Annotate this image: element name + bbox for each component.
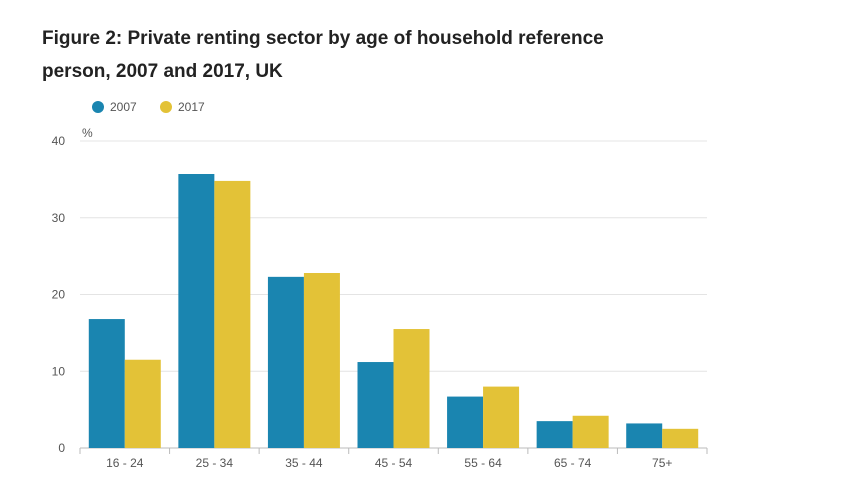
legend: 2007 2017 — [92, 100, 205, 114]
bar-2017-45-54 — [393, 329, 430, 448]
bar-2007-35-44 — [267, 276, 304, 448]
y-axis-label: % — [82, 126, 93, 140]
bar-2007-25-34 — [178, 174, 215, 448]
legend-marker-2007 — [92, 101, 104, 113]
x-tick-label: 65 - 74 — [554, 456, 592, 470]
y-tick-label: 0 — [58, 441, 65, 455]
legend-marker-2017 — [160, 101, 172, 113]
y-axis: 0 10 20 30 40 — [52, 134, 66, 455]
x-tick-label: 55 - 64 — [464, 456, 502, 470]
y-tick-label: 30 — [52, 211, 66, 225]
legend-label-2017: 2017 — [178, 100, 205, 114]
bar-2017-75+ — [662, 428, 699, 448]
x-tick-label: 25 - 34 — [196, 456, 234, 470]
y-tick-label: 40 — [52, 134, 66, 148]
bar-2017-16-24 — [124, 359, 161, 448]
y-tick-label: 10 — [52, 364, 66, 378]
x-tick-label: 16 - 24 — [106, 456, 144, 470]
x-tick-label: 35 - 44 — [285, 456, 323, 470]
bar-2017-25-34 — [214, 180, 251, 448]
bar-2007-16-24 — [88, 319, 125, 448]
bars — [88, 174, 699, 448]
bar-2007-65-74 — [536, 421, 573, 448]
bar-2017-35-44 — [303, 273, 340, 448]
legend-label-2007: 2007 — [110, 100, 137, 114]
y-tick-label: 20 — [52, 288, 66, 302]
x-axis: 16 - 24 25 - 34 35 - 44 45 - 54 55 - 64 65 - … — [79, 448, 708, 470]
bar-2017-65-74 — [572, 415, 609, 448]
chart-title: Figure 2: Private renting sector by age … — [42, 28, 604, 82]
x-tick-label: 75+ — [652, 456, 672, 470]
bar-2007-75+ — [626, 423, 663, 448]
bar-2007-55-64 — [447, 396, 484, 448]
bar-2017-55-64 — [483, 386, 520, 448]
x-tick-label: 45 - 54 — [375, 456, 413, 470]
bar-2007-45-54 — [357, 362, 394, 448]
